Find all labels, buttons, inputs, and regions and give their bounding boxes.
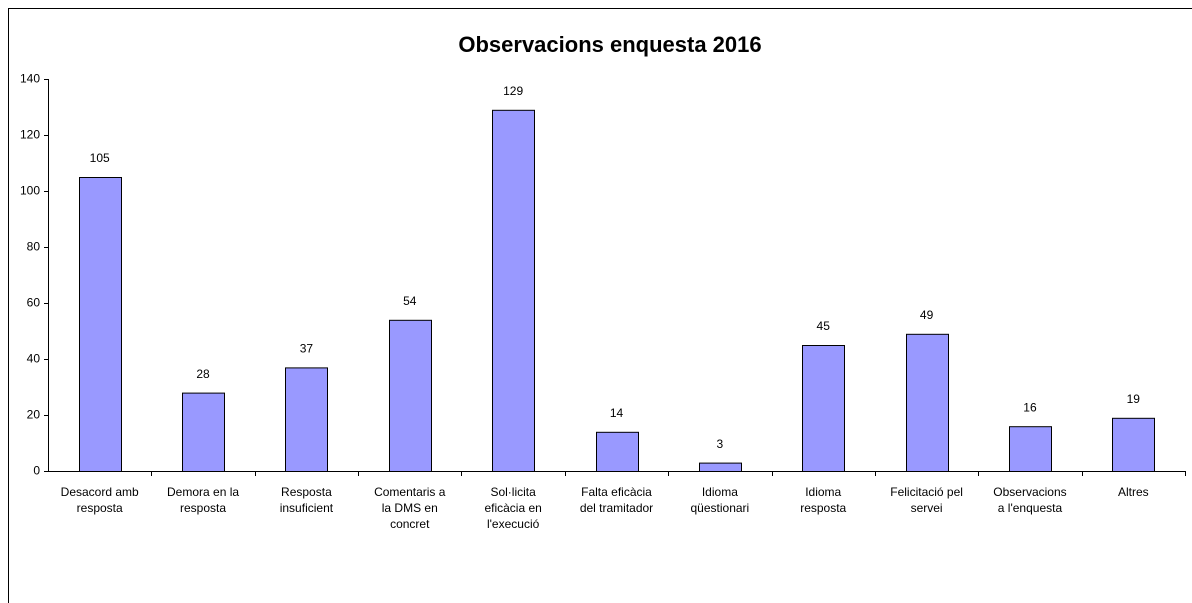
bar: [492, 109, 535, 473]
y-tick-label: 40: [27, 352, 41, 366]
bar: [285, 367, 328, 472]
y-tick-label: 120: [20, 128, 40, 142]
value-label: 45: [817, 319, 831, 333]
y-tick-label: 80: [27, 240, 41, 254]
x-tick-label: Demora en la resposta: [167, 485, 239, 515]
x-tick-label: Observacions a l'enquesta: [993, 485, 1066, 515]
y-tick-label: 140: [20, 72, 40, 86]
bar: [182, 392, 225, 473]
chart-title: Observacions enquesta 2016: [458, 32, 761, 57]
bar: [802, 345, 845, 472]
chart-frame: [8, 8, 1192, 603]
x-tick-label: Altres: [1118, 485, 1149, 499]
value-label: 37: [300, 342, 314, 356]
value-label: 14: [610, 406, 624, 420]
value-label: 54: [403, 294, 417, 308]
y-tick-label: 60: [27, 296, 41, 310]
x-tick-label: Desacord amb resposta: [61, 485, 139, 515]
value-label: 16: [1023, 400, 1037, 414]
bar: [906, 333, 949, 472]
y-tick-label: 100: [20, 184, 40, 198]
x-tick-label: Falta eficàcia del tramitador: [580, 485, 653, 515]
bar: [79, 177, 122, 472]
value-label: 28: [196, 367, 210, 381]
value-label: 3: [717, 437, 724, 451]
bar: [1112, 417, 1155, 472]
x-tick-label: Felicitació pel servei: [890, 485, 963, 515]
x-tick-label: Resposta insuficient: [280, 485, 334, 515]
x-tick-label: Sol·licita eficàcia en l'execució: [484, 485, 541, 531]
y-tick-label: 20: [27, 408, 41, 422]
bar: [699, 462, 742, 473]
x-tick-label: Idioma qüestionari: [691, 485, 750, 515]
value-label: 129: [503, 84, 523, 98]
x-tick-label: Idioma resposta: [800, 485, 846, 515]
value-label: 19: [1127, 392, 1141, 406]
value-label: 105: [90, 151, 110, 165]
x-tick-label: Comentaris a la DMS en concret: [374, 485, 446, 531]
bar: [596, 431, 639, 472]
bar: [1009, 426, 1052, 473]
bar: [389, 319, 432, 472]
value-label: 49: [920, 308, 934, 322]
y-tick-label: 0: [33, 464, 40, 478]
